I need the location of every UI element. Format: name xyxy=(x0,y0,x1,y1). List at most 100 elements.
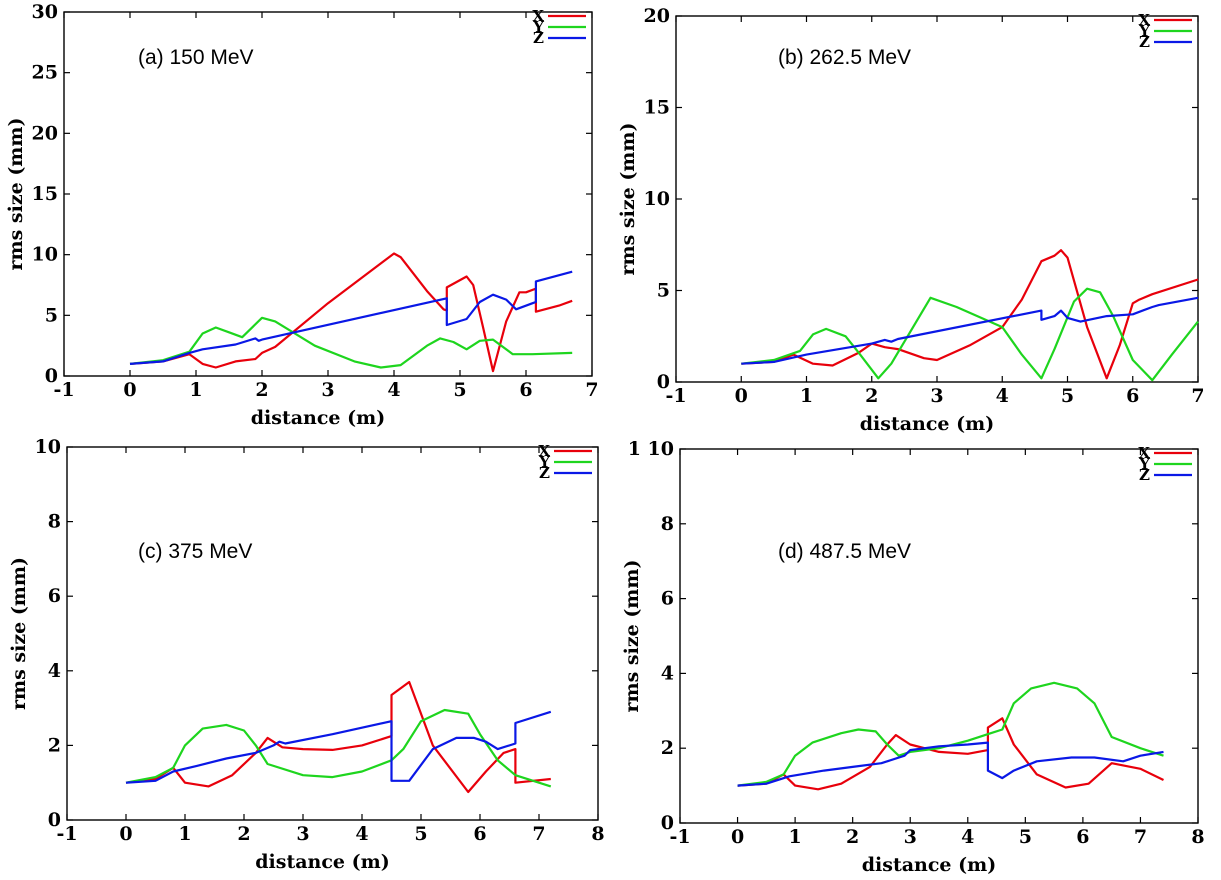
x-tick-label: 8 xyxy=(1191,826,1204,848)
x-tick-label: 3 xyxy=(321,379,334,401)
plot-frame xyxy=(66,446,599,821)
x-tick-label: 6 xyxy=(1076,826,1089,848)
y-tick-label: 8 xyxy=(48,511,61,533)
legend-label-y: Y xyxy=(1138,455,1150,473)
plot-frame xyxy=(679,448,1199,824)
legend-label-z: Z xyxy=(1139,466,1150,484)
series-line-z xyxy=(741,296,1199,365)
x-tick-label: 2 xyxy=(846,826,859,848)
series-line-z xyxy=(737,741,1164,787)
x-axis-title: distance (m) xyxy=(862,854,996,876)
x-tick-label: 4 xyxy=(387,379,400,401)
x-tick-label: 5 xyxy=(414,823,427,845)
x-tick-label: 1 xyxy=(788,826,801,848)
y-tick-label: 25 xyxy=(32,62,58,84)
series-line-y xyxy=(129,316,573,369)
y-tick-label: 6 xyxy=(661,588,674,610)
series-line-z xyxy=(129,270,573,365)
y-tick-label: 8 xyxy=(661,513,674,535)
y-tick-label: 2 xyxy=(48,734,61,756)
legend-label-x: X xyxy=(532,7,544,25)
y-tick-label: 2 xyxy=(661,737,674,759)
x-tick-label: 0 xyxy=(731,826,744,848)
y-tick-label: 15 xyxy=(644,97,670,119)
series-line-x xyxy=(129,252,573,373)
legend-label-x: X xyxy=(1138,11,1150,29)
legend-label-z: Z xyxy=(1139,33,1150,51)
y-tick-label: 5 xyxy=(45,304,58,326)
y-tick-label: 10 xyxy=(644,188,670,210)
x-tick-label: -1 xyxy=(665,385,686,407)
legend-label-z: Z xyxy=(533,29,544,47)
x-tick-label: 6 xyxy=(473,823,486,845)
x-tick-label: 7 xyxy=(585,379,598,401)
legend-label-x: X xyxy=(538,442,550,460)
x-tick-label: 4 xyxy=(961,826,974,848)
series-line-y xyxy=(737,681,1164,787)
y-tick-label: 0 xyxy=(661,812,674,834)
y-tick-label: 10 xyxy=(35,436,61,458)
x-tick-label: 3 xyxy=(930,385,943,407)
x-tick-label: 3 xyxy=(296,823,309,845)
panel-annotation: (c) 375 MeV xyxy=(138,540,252,563)
x-tick-label: -1 xyxy=(56,823,77,845)
plot-frame xyxy=(675,15,1199,383)
y-axis-title: rms size (mm) xyxy=(5,117,27,270)
x-tick-label: 4 xyxy=(996,385,1009,407)
x-tick-label: 7 xyxy=(1191,385,1204,407)
panel-annotation: (a) 150 MeV xyxy=(138,46,254,69)
legend-label-y: Y xyxy=(532,18,544,36)
y-axis-title: rms size (mm) xyxy=(8,557,30,710)
x-tick-label: 3 xyxy=(904,826,917,848)
x-tick-label: 1 xyxy=(800,385,813,407)
x-tick-label: 1 xyxy=(189,379,202,401)
x-tick-label: 8 xyxy=(591,823,604,845)
x-tick-label: 2 xyxy=(237,823,250,845)
x-tick-label: 7 xyxy=(1134,826,1147,848)
series-line-z xyxy=(125,710,552,784)
y-tick-label: 4 xyxy=(661,662,674,684)
y-tick-label: 20 xyxy=(644,5,670,27)
x-axis-title: distance (m) xyxy=(255,851,389,873)
x-tick-label: 6 xyxy=(1126,385,1139,407)
y-tick-label: 1 10 xyxy=(628,438,674,460)
legend-label-y: Y xyxy=(1138,22,1150,40)
y-tick-label: 0 xyxy=(657,371,670,393)
x-axis-title: distance (m) xyxy=(860,413,994,435)
panel-annotation: (d) 487.5 MeV xyxy=(778,540,911,563)
y-tick-label: 15 xyxy=(32,183,58,205)
y-tick-label: 30 xyxy=(32,1,58,23)
series-line-y xyxy=(125,708,552,788)
y-tick-label: 4 xyxy=(48,660,61,682)
x-tick-label: 7 xyxy=(532,823,545,845)
legend-label-y: Y xyxy=(538,453,550,471)
x-tick-label: 2 xyxy=(865,385,878,407)
x-tick-label: 5 xyxy=(1019,826,1032,848)
x-axis-title: distance (m) xyxy=(251,407,385,429)
x-tick-label: 6 xyxy=(519,379,532,401)
x-tick-label: 2 xyxy=(255,379,268,401)
y-tick-label: 6 xyxy=(48,585,61,607)
y-axis-title: rms size (mm) xyxy=(621,559,643,712)
x-tick-label: 0 xyxy=(123,379,136,401)
x-tick-label: 5 xyxy=(1061,385,1074,407)
x-tick-label: 0 xyxy=(119,823,132,845)
y-axis-title: rms size (mm) xyxy=(617,122,639,275)
y-tick-label: 0 xyxy=(48,809,61,831)
x-tick-label: -1 xyxy=(53,379,74,401)
panel-annotation: (b) 262.5 MeV xyxy=(778,46,911,69)
x-tick-label: 4 xyxy=(355,823,368,845)
legend-label-z: Z xyxy=(539,464,550,482)
y-tick-label: 20 xyxy=(32,122,58,144)
series-line-y xyxy=(741,287,1199,382)
x-tick-label: -1 xyxy=(669,826,690,848)
series-line-x xyxy=(125,680,551,794)
x-tick-label: 5 xyxy=(453,379,466,401)
x-tick-label: 0 xyxy=(735,385,748,407)
x-tick-label: 1 xyxy=(178,823,191,845)
